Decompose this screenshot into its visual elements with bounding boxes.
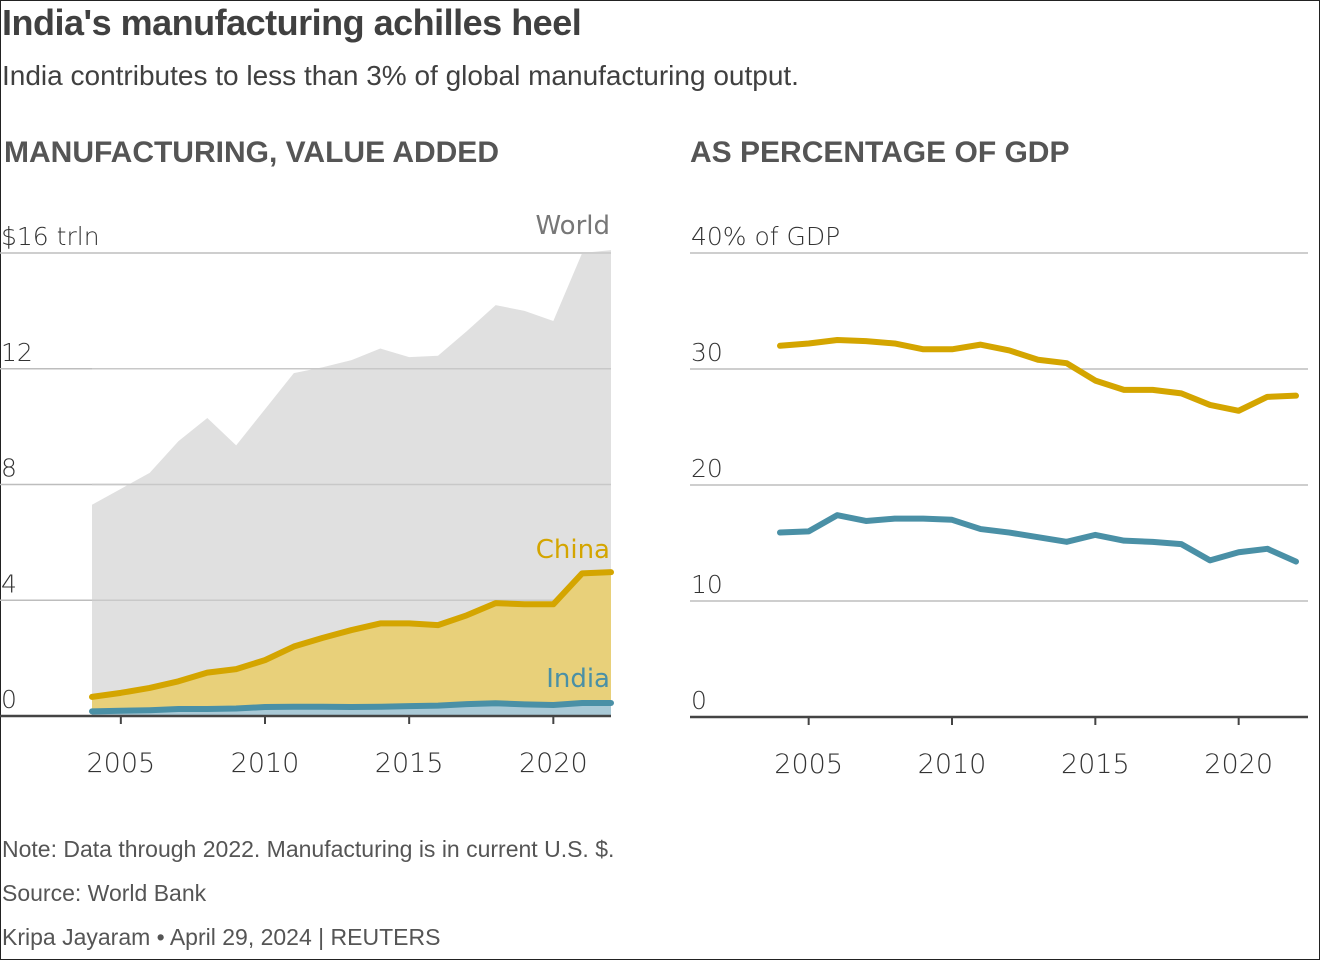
y-tick-label: 8 — [1, 454, 17, 483]
x-tick-label: 2010 — [918, 749, 987, 780]
x-tick-label: 2015 — [375, 748, 444, 779]
footer-source: Source: World Bank — [2, 880, 207, 906]
x-tick-label: 2020 — [1204, 749, 1273, 780]
value-added-chart: 0 4 8 12 $16 trln 2005 2010 2015 2020 World China I… — [0, 211, 614, 779]
world-label: World — [535, 211, 610, 241]
footer-credit: Kripa Jayaram • April 29, 2024 | REUTERS — [2, 924, 441, 950]
x-tick-label: 2005 — [86, 748, 155, 779]
china-label: China — [536, 535, 610, 565]
gdp-share-chart: 0 10 20 30 40% of GDP 2005 2010 2015 2020 — [690, 222, 1308, 780]
india-gdp-line — [777, 512, 1299, 565]
y-tick-label: 30 — [691, 338, 723, 367]
left-panel-title: MANUFACTURING, VALUE ADDED — [4, 136, 499, 169]
y-tick-label: $16 trln — [1, 222, 100, 251]
china-gdp-line — [777, 337, 1299, 414]
india-line — [89, 699, 614, 715]
x-tick-label: 2020 — [519, 748, 588, 779]
y-tick-label: 20 — [691, 454, 723, 483]
chart-title: India's manufacturing achilles heel — [2, 2, 582, 43]
y-tick-label: 0 — [1, 685, 17, 714]
india-label: India — [546, 664, 610, 694]
footer-note: Note: Data through 2022. Manufacturing i… — [2, 836, 615, 862]
x-tick-label: 2015 — [1061, 749, 1130, 780]
x-tick-label: 2010 — [231, 748, 300, 779]
x-tick-label: 2005 — [774, 749, 843, 780]
y-tick-label: 40% of GDP — [691, 222, 840, 251]
china-area — [92, 572, 611, 716]
y-tick-label: 0 — [691, 686, 707, 715]
china-line — [89, 569, 614, 700]
chart-subtitle: India contributes to less than 3% of glo… — [2, 60, 799, 91]
y-tick-label: 4 — [1, 569, 17, 598]
y-tick-label: 10 — [691, 570, 723, 599]
y-tick-label: 12 — [1, 338, 33, 367]
right-panel-title: AS PERCENTAGE OF GDP — [690, 136, 1070, 169]
